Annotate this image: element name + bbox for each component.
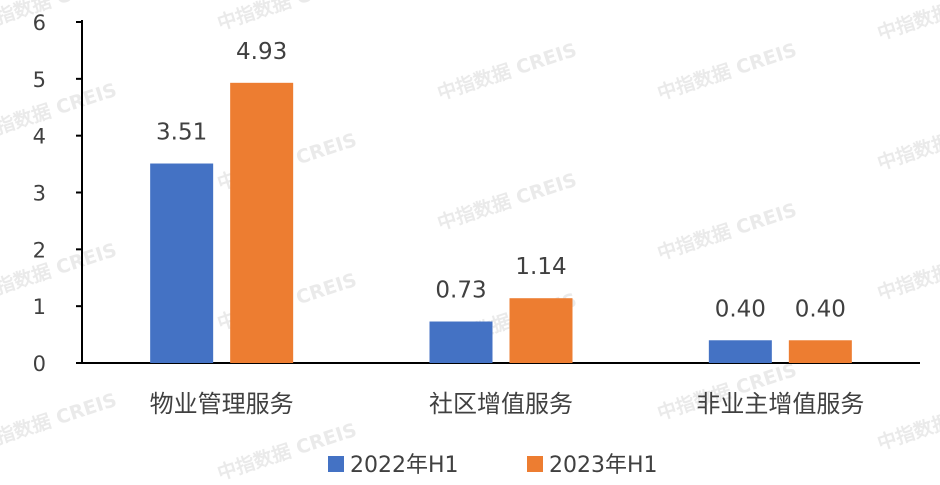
y-tick-label: 1 [33,295,46,319]
bar [150,163,214,363]
data-label: 0.73 [435,278,486,304]
legend-swatch [328,456,344,472]
data-label: 0.40 [715,296,766,322]
x-category-label: 非业主增值服务 [696,390,864,418]
watermark-text: 中指数据 CREIS [654,198,799,265]
x-category-label: 社区增值服务 [429,390,573,418]
legend-label: 2022年H1 [350,453,459,478]
data-label: 1.14 [515,254,566,280]
bar [708,340,772,363]
watermark-text: 中指数据 CREIS [874,388,940,455]
y-tick-label: 5 [33,68,46,92]
watermark-text: 中指数据 CREIS [434,38,579,105]
bar [230,82,294,363]
watermark-text: 中指数据 CREIS [434,168,579,235]
watermark-text: 中指数据 CREIS [874,108,940,175]
data-label: 3.51 [156,120,207,146]
watermark-text: 中指数据 CREIS [0,388,119,455]
watermark-text: 中指数据 CREIS [874,238,940,305]
legend-swatch [527,456,543,472]
bars [150,82,852,363]
y-tick-label: 4 [33,125,46,149]
data-label: 4.93 [236,39,287,65]
axes: 0 1 2 3 4 5 6 物业管理服务 社区增值服务 非业主增值服务 [33,11,920,418]
watermark-text: 中指数据 CREIS [0,78,119,145]
data-label: 0.40 [795,296,846,322]
watermark-text: 中指数据 CREIS [654,38,799,105]
bar [429,321,493,363]
watermark-text: 中指数据 CREIS [214,0,359,35]
watermark-text: 中指数据 CREIS [874,0,940,45]
y-tick-label: 6 [33,11,46,35]
watermark-text: 中指数据 CREIS [0,0,119,35]
y-tick-label: 0 [33,352,46,376]
data-labels: 3.51 4.93 0.73 1.14 0.40 0.40 [156,39,846,322]
legend: 2022年H1 2023年H1 [328,453,658,478]
bar [788,340,852,363]
bar [509,298,573,363]
x-category-label: 物业管理服务 [150,390,294,418]
watermark-text: 中指数据 CREIS [214,418,359,485]
legend-label: 2023年H1 [549,453,658,478]
y-tick-label: 2 [33,238,46,262]
watermark-text: 中指数据 CREIS [0,238,119,305]
y-tick-label: 3 [33,182,46,206]
